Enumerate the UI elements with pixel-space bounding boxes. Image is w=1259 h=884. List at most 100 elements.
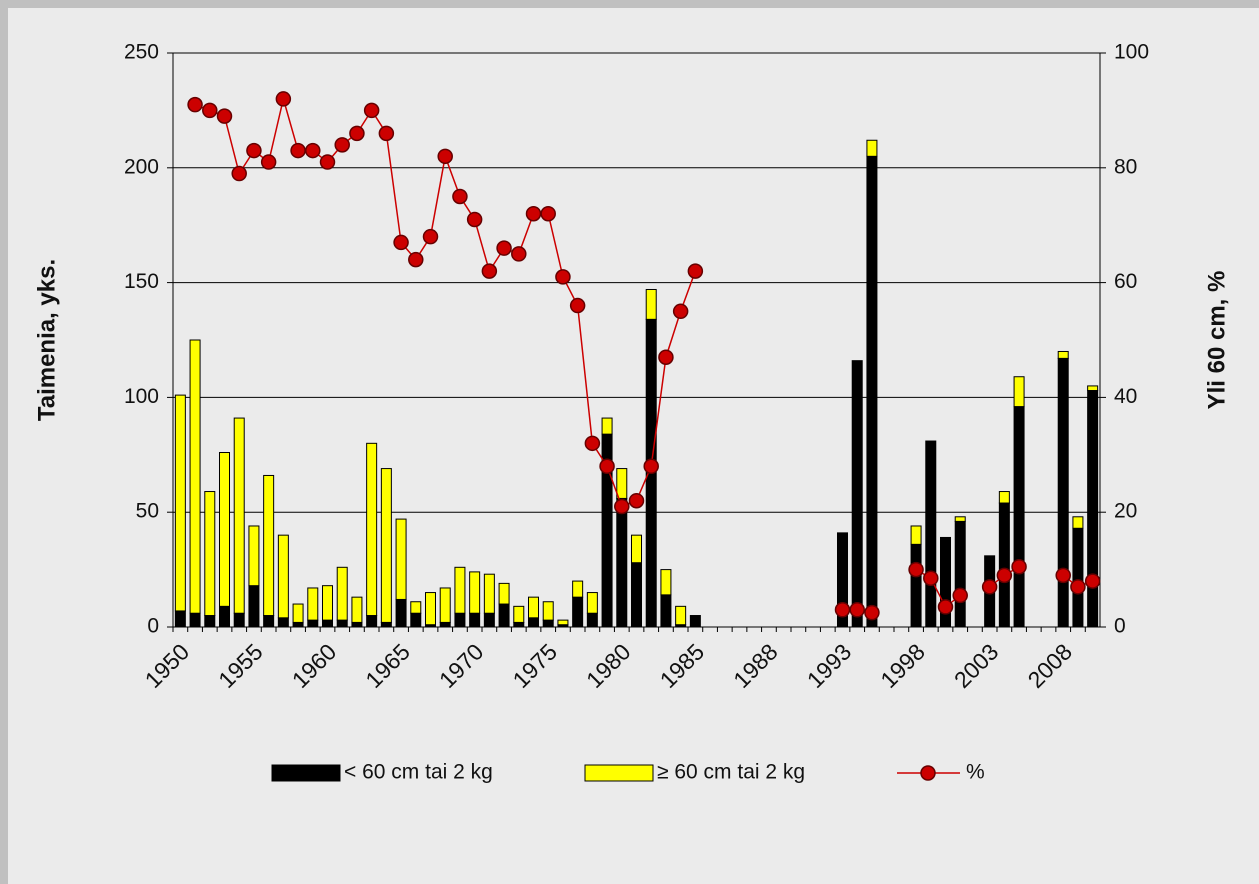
legend-label: % <box>966 761 985 784</box>
bar <box>439 587 451 623</box>
marker <box>996 567 1013 584</box>
legend-label: ≥ 60 cm tai 2 kg <box>657 761 805 784</box>
bar <box>410 601 422 614</box>
bar <box>586 612 598 628</box>
bar <box>410 612 422 628</box>
bar <box>1013 406 1025 628</box>
marker <box>1011 558 1027 575</box>
bar <box>233 612 245 628</box>
bar <box>248 525 260 587</box>
marker <box>305 142 321 159</box>
marker <box>393 234 409 251</box>
bar <box>366 615 378 628</box>
bar <box>851 360 863 628</box>
marker <box>864 604 880 621</box>
bar <box>616 497 628 628</box>
y2-tick-label: 0 <box>1114 615 1126 638</box>
bar <box>1072 516 1084 529</box>
bar <box>292 621 304 628</box>
legend-swatch <box>271 764 341 782</box>
marker <box>422 228 439 245</box>
bar <box>307 619 319 628</box>
bar <box>513 605 525 623</box>
bar <box>542 619 554 628</box>
bar <box>866 139 878 157</box>
bar <box>366 442 378 617</box>
marker <box>981 579 998 595</box>
bar <box>424 592 437 626</box>
bar <box>939 536 952 628</box>
marker <box>687 263 704 279</box>
bar <box>557 619 569 626</box>
marker <box>378 125 395 142</box>
bar <box>277 617 289 628</box>
marker <box>481 263 498 279</box>
bar <box>380 621 392 628</box>
bar <box>572 580 584 598</box>
marker <box>275 91 292 107</box>
bar <box>675 605 687 626</box>
y-tick-label: 200 <box>124 155 159 178</box>
marker <box>452 188 468 205</box>
marker <box>187 96 203 113</box>
bar <box>218 605 231 628</box>
bar <box>483 573 495 614</box>
bar <box>954 516 966 522</box>
y2-tick-label: 40 <box>1114 385 1137 408</box>
marker <box>849 602 865 618</box>
marker <box>202 102 218 119</box>
bar <box>630 534 643 564</box>
marker <box>614 498 630 515</box>
marker <box>466 211 483 228</box>
bar <box>910 543 922 628</box>
bar <box>336 619 348 628</box>
bar <box>439 621 451 628</box>
marker <box>231 165 247 182</box>
line <box>915 568 961 609</box>
legend-swatch <box>920 765 936 781</box>
bar <box>469 612 481 628</box>
marker <box>525 205 542 222</box>
bar <box>204 491 216 617</box>
bar <box>380 468 392 623</box>
bar <box>174 610 186 628</box>
bar <box>660 594 672 628</box>
bar <box>263 474 275 617</box>
bar <box>925 440 937 628</box>
bar <box>395 518 407 600</box>
bar <box>542 601 554 621</box>
bar <box>321 585 334 621</box>
marker <box>216 108 233 124</box>
y-tick-label: 150 <box>124 270 159 293</box>
marker <box>319 154 336 170</box>
bar <box>616 468 628 499</box>
bar <box>395 598 407 628</box>
bar <box>248 585 260 628</box>
marker <box>496 240 512 256</box>
bar <box>1057 350 1069 359</box>
y2-tick-label: 60 <box>1114 270 1137 293</box>
marker <box>952 587 968 604</box>
bar <box>645 288 657 320</box>
bar <box>321 619 334 628</box>
chart-area <box>8 8 1259 884</box>
marker <box>584 435 601 452</box>
bar <box>189 612 201 628</box>
marker <box>246 142 262 159</box>
bar <box>189 339 201 614</box>
bar <box>454 612 466 628</box>
marker <box>658 349 674 365</box>
bar <box>586 592 598 614</box>
bar <box>954 520 966 628</box>
bar <box>498 603 510 628</box>
bar <box>527 617 540 628</box>
marker <box>260 154 277 170</box>
marker <box>628 492 645 509</box>
marker <box>540 205 556 222</box>
marker <box>349 125 365 142</box>
bar <box>601 417 613 435</box>
bar <box>336 566 348 621</box>
bar <box>174 394 186 612</box>
marker <box>334 137 350 153</box>
marker <box>1055 567 1071 584</box>
